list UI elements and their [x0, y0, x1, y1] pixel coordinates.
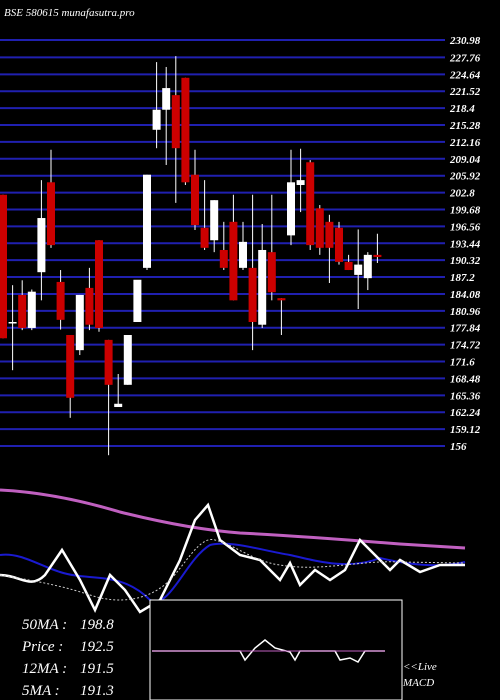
y-tick-label: 196.56	[450, 221, 481, 233]
candle-body	[181, 77, 190, 183]
stat-label: 12MA :	[22, 661, 67, 677]
price-panel: 230.98 227.76 224.64 221.52 218.4 215.28 212.1…	[0, 35, 481, 456]
candle-body	[315, 208, 324, 248]
y-tick-label: 165.36	[450, 390, 481, 402]
candle-body	[229, 221, 238, 301]
y-tick-label: 159.12	[450, 424, 481, 436]
indicator-line	[0, 542, 466, 603]
candle-body	[354, 264, 363, 275]
stat-label: Price :	[21, 639, 63, 655]
y-tick-label: 171.6	[450, 357, 475, 369]
candle-body	[37, 218, 46, 273]
candle-body	[258, 249, 267, 325]
candle-body	[210, 200, 219, 241]
candle-body	[8, 322, 17, 324]
y-tick-label: 174.72	[450, 340, 481, 352]
indicator-label: MACD	[402, 677, 434, 689]
y-tick-label: 202.8	[449, 188, 475, 200]
y-tick-label: 212.16	[449, 137, 481, 149]
y-tick-label: 162.24	[450, 407, 481, 419]
indicator-line	[0, 502, 465, 614]
candle-body	[363, 254, 372, 279]
y-tick-label: 218.4	[449, 103, 475, 115]
y-tick-label: 230.98	[449, 35, 481, 47]
stat-value: 191.3	[80, 683, 114, 699]
y-tick-label: 190.32	[450, 255, 481, 267]
candle-body	[143, 174, 151, 268]
y-tick-label: 215.28	[449, 120, 481, 132]
y-tick-label: 193.44	[450, 238, 481, 250]
candle-body	[267, 252, 276, 293]
candle-body	[248, 267, 257, 323]
candle-body	[171, 95, 180, 149]
candle-body	[18, 294, 27, 328]
y-tick-label: 221.52	[449, 86, 481, 98]
candle-body	[287, 182, 295, 236]
y-tick-label: 177.84	[450, 323, 481, 335]
candle-body	[296, 180, 305, 186]
candle-body	[95, 240, 103, 328]
y-tick-label: 227.76	[449, 52, 481, 64]
indicator-panel	[0, 488, 466, 614]
macd-line	[152, 639, 385, 663]
stat-value: 192.5	[80, 639, 114, 655]
live-label: <<Live	[403, 661, 437, 673]
macd-box	[149, 599, 403, 700]
candle-body	[27, 291, 36, 328]
y-tick-label: 205.92	[449, 171, 481, 183]
y-tick-label: 187.2	[450, 272, 475, 284]
candle-body	[133, 279, 142, 323]
candle-body	[75, 294, 84, 351]
y-tick-label: 156	[450, 441, 467, 453]
candle-body	[200, 227, 209, 248]
indicator-line	[0, 539, 466, 601]
candle-body	[335, 227, 343, 262]
y-tick-label: 199.68	[450, 204, 481, 216]
y-tick-label: 209.04	[449, 154, 481, 166]
candle-body	[152, 109, 161, 130]
candle-body	[85, 287, 94, 325]
indicator-line	[0, 488, 466, 550]
candle-body	[66, 334, 75, 398]
y-tick-label: 224.64	[449, 69, 481, 81]
candle-body	[0, 194, 7, 339]
stat-label: 50MA :	[22, 617, 67, 633]
candle-body	[325, 221, 334, 248]
candle-body	[162, 88, 171, 110]
stats-box: 50MA : 198.8 Price : 192.5 12MA : 191.5 5MA : 1…	[21, 617, 114, 699]
candle-body	[277, 298, 286, 301]
stat-value: 198.8	[80, 617, 114, 633]
stat-value: 191.5	[80, 661, 114, 677]
candle-body	[56, 281, 65, 320]
y-tick-label: 168.48	[450, 373, 481, 385]
candle-body	[191, 174, 199, 226]
chart-title: BSE 580615 munafasutra.pro	[4, 7, 135, 19]
candle-body	[306, 162, 315, 246]
candle-body	[123, 334, 132, 385]
candle-body	[47, 182, 55, 246]
candle-body	[344, 261, 353, 271]
candle-body	[114, 403, 123, 408]
candle-body	[104, 339, 113, 385]
candle-body	[373, 254, 382, 258]
stat-label: 5MA :	[22, 683, 60, 699]
y-tick-label: 180.96	[450, 306, 481, 318]
candle-body	[239, 241, 247, 268]
candle-body	[219, 249, 228, 268]
y-tick-label: 184.08	[450, 289, 481, 301]
